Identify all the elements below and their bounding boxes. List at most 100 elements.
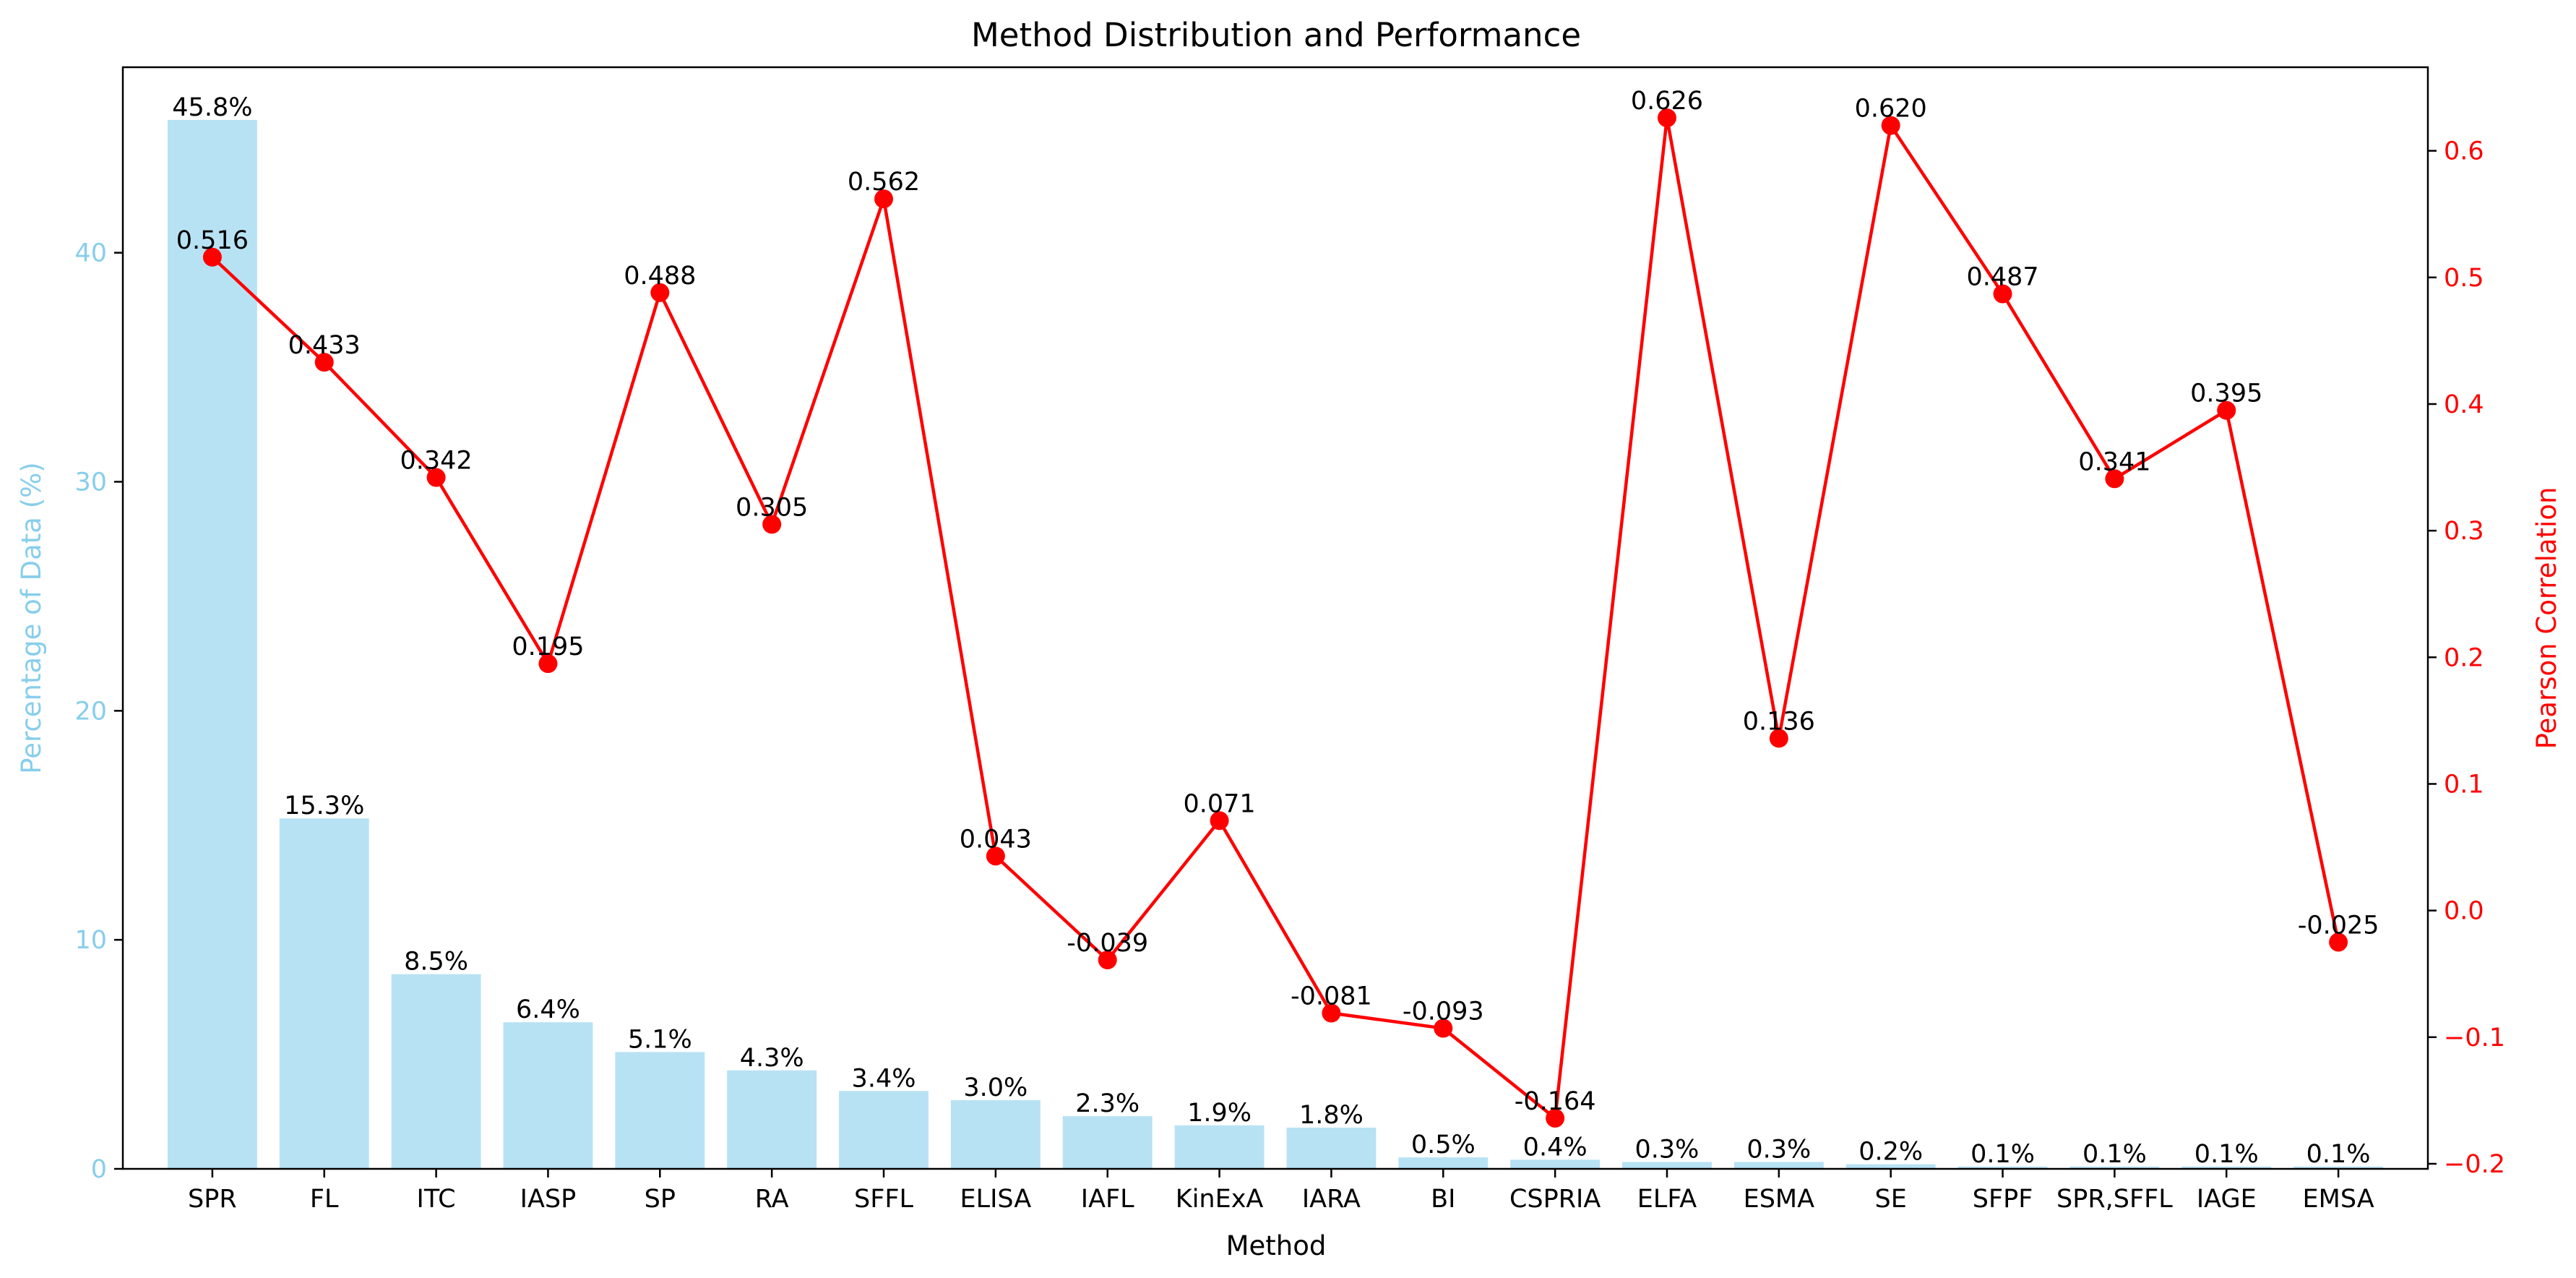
correlation-value-label: -0.164 <box>1515 1087 1596 1116</box>
correlation-point <box>1210 811 1229 831</box>
bar <box>1733 1162 1824 1169</box>
bar <box>950 1099 1041 1169</box>
x-tick-label: SFFL <box>854 1185 913 1214</box>
correlation-point <box>1993 284 2012 304</box>
correlation-point <box>650 283 670 302</box>
correlation-value-label: 0.488 <box>624 262 696 291</box>
correlation-point <box>2217 400 2236 420</box>
bar-value-label: 2.3% <box>1075 1089 1140 1118</box>
bar-value-label: 3.4% <box>852 1064 916 1093</box>
x-tick-label: CSPRIA <box>1509 1185 1601 1214</box>
bar <box>1845 1164 1936 1169</box>
y-right-tick-label: −0.1 <box>2444 1024 2505 1052</box>
chart-title: Method Distribution and Performance <box>971 16 1581 54</box>
correlation-point <box>986 846 1005 866</box>
correlation-value-label: 0.341 <box>2078 447 2150 476</box>
correlation-value-label: -0.093 <box>1403 998 1484 1026</box>
x-tick-label: SFPF <box>1973 1185 2033 1214</box>
x-tick-label: SPR,SFFL <box>2056 1185 2173 1214</box>
correlation-point <box>1657 108 1676 128</box>
bar <box>503 1022 593 1169</box>
bar-value-label: 0.1% <box>2082 1140 2147 1169</box>
bar-value-label: 0.5% <box>1411 1131 1476 1159</box>
correlation-value-label: 0.305 <box>736 493 808 522</box>
correlation-line <box>211 117 2340 1122</box>
plot-frame <box>121 66 2429 1170</box>
bar <box>167 119 257 1170</box>
x-tick-label: ESMA <box>1744 1185 1815 1214</box>
bar-value-label: 1.8% <box>1299 1101 1364 1130</box>
x-tick-label: SE <box>1875 1185 1907 1214</box>
y-right-tick-label: 0.0 <box>2444 897 2484 926</box>
correlation-point <box>202 247 222 267</box>
x-tick-label: SP <box>645 1185 676 1214</box>
y-right-tick-label: 0.1 <box>2444 770 2484 799</box>
bar-value-label: 0.1% <box>2306 1140 2371 1169</box>
x-axis-title: Method <box>1226 1230 1327 1261</box>
correlation-value-label: -0.039 <box>1067 929 1148 958</box>
bar <box>839 1091 929 1169</box>
bar-value-label: 0.2% <box>1858 1138 1923 1167</box>
x-tick-label: IARA <box>1302 1185 1361 1214</box>
bar-value-label: 0.4% <box>1523 1133 1588 1162</box>
x-tick-label: IAFL <box>1081 1185 1134 1214</box>
correlation-value-label: 0.516 <box>176 226 249 255</box>
correlation-point <box>1098 950 1117 969</box>
bar <box>2069 1166 2160 1169</box>
axes: SPR FL ITC IASP SP RA SFFL ELISA IAFL KinExA IARA B… <box>74 66 2505 1214</box>
correlation-value-label: 0.626 <box>1631 87 1703 116</box>
bar-series <box>167 119 2384 1170</box>
x-tick-label: IAGE <box>2197 1185 2257 1214</box>
x-tick-label: FL <box>310 1185 339 1214</box>
bar <box>615 1052 705 1169</box>
correlation-point <box>1769 729 1788 748</box>
y-left-tick-label: 30 <box>74 468 107 497</box>
x-tick-label: IASP <box>520 1185 577 1214</box>
bar <box>279 818 369 1169</box>
bar <box>1510 1159 1601 1169</box>
correlation-point <box>874 189 894 209</box>
bar-value-label: 6.4% <box>516 995 580 1024</box>
bar <box>1062 1116 1153 1169</box>
correlation-value-label: 0.395 <box>2190 379 2262 408</box>
correlation-point <box>1546 1108 1565 1128</box>
bar <box>2181 1166 2272 1169</box>
correlation-point <box>2329 932 2348 952</box>
bar <box>1957 1166 2048 1169</box>
x-tick-label: EMSA <box>2303 1185 2374 1214</box>
y-axis-left-title: Percentage of Data (%) <box>16 462 47 773</box>
correlation-series <box>202 108 2348 1128</box>
bar-value-label: 0.3% <box>1746 1135 1811 1164</box>
bar-value-label: 5.1% <box>628 1025 692 1054</box>
x-tick-label: BI <box>1431 1185 1455 1214</box>
bar-value-label: 0.1% <box>1970 1140 2035 1169</box>
correlation-value-label: 0.487 <box>1966 263 2038 292</box>
bar-value-label: 0.1% <box>2194 1140 2259 1169</box>
bar-value-label: 45.8% <box>172 93 252 122</box>
correlation-point <box>426 468 446 487</box>
correlation-value-label: 0.620 <box>1855 95 1927 124</box>
bar-value-label: 8.5% <box>404 948 468 977</box>
bar <box>1398 1157 1489 1169</box>
correlation-point <box>314 353 334 372</box>
bar <box>1622 1162 1712 1169</box>
y-right-tick-label: 0.4 <box>2444 390 2484 419</box>
y-left-tick-label: 40 <box>74 239 107 268</box>
x-tick-label: RA <box>755 1185 789 1214</box>
y-axis-right-title: Pearson Correlation <box>2531 487 2562 750</box>
bar-value-label: 15.3% <box>284 792 364 820</box>
x-tick-label: SPR <box>188 1185 237 1214</box>
bar <box>1174 1125 1265 1169</box>
correlation-point <box>2105 469 2124 489</box>
correlation-point <box>538 654 558 674</box>
y-right-tick-label: −0.2 <box>2444 1150 2505 1179</box>
bar-value-label: 4.3% <box>740 1044 804 1073</box>
y-left-tick-label: 0 <box>91 1155 107 1184</box>
correlation-point <box>1881 116 1900 135</box>
y-left-tick-label: 20 <box>74 697 107 726</box>
bar-value-label: 1.9% <box>1187 1099 1252 1128</box>
bar <box>1286 1127 1377 1169</box>
correlation-value-label: 0.433 <box>288 331 361 360</box>
correlation-point <box>762 515 782 534</box>
y-left-tick-label: 10 <box>74 926 107 955</box>
